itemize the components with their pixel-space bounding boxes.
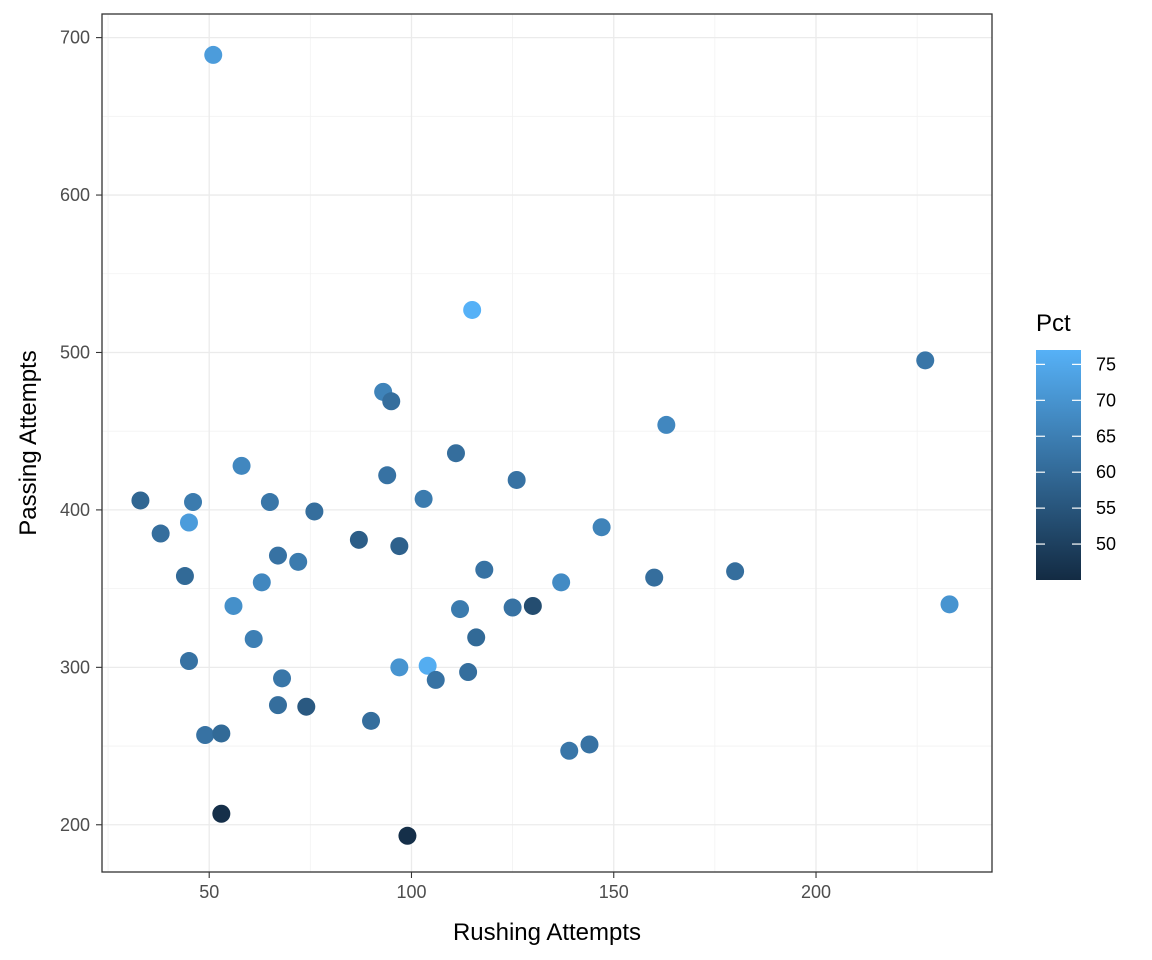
scatter-point	[179, 652, 198, 671]
minor-gridlines	[102, 14, 992, 872]
scatter-point	[657, 415, 676, 434]
scatter-point	[398, 826, 417, 845]
scatter-point	[463, 300, 482, 319]
scatter-point	[418, 656, 437, 675]
scatter-point	[131, 491, 150, 510]
y-tick-label: 700	[60, 28, 90, 48]
legend-tick-label: 70	[1096, 390, 1116, 410]
scatter-point	[175, 567, 194, 586]
legend-colorbar	[1036, 350, 1081, 580]
scatter-point	[184, 493, 203, 512]
scatter-point	[940, 595, 959, 614]
scatter-point	[252, 573, 271, 592]
scatter-point	[645, 568, 664, 587]
scatter-point	[916, 351, 935, 370]
scatter-point	[560, 741, 579, 760]
y-tick-label: 300	[60, 657, 90, 677]
scatter-point	[362, 711, 381, 730]
scatter-point	[378, 466, 397, 485]
scatter-point	[390, 537, 409, 556]
legend-ticks: 50 55 60 65 70 75	[1036, 354, 1116, 554]
x-tick-label: 200	[801, 882, 831, 902]
legend-title: Pct	[1036, 310, 1071, 337]
y-tick-label: 500	[60, 342, 90, 362]
scatter-point	[196, 726, 215, 745]
panel-background	[102, 14, 992, 872]
scatter-point	[475, 560, 494, 579]
scatter-point	[260, 493, 279, 512]
scatter-point	[224, 596, 243, 615]
y-tick-label: 400	[60, 500, 90, 520]
scatter-point	[580, 735, 599, 754]
scatter-point	[459, 663, 478, 682]
scatter-point	[451, 600, 470, 619]
scatter-point	[426, 670, 445, 689]
scatter-point	[151, 524, 170, 543]
x-axis: 50 100 150 200	[199, 872, 831, 902]
scatter-point	[503, 598, 522, 617]
x-axis-title: Rushing Attempts	[453, 919, 641, 946]
scatter-point	[273, 669, 292, 688]
scatter-point	[212, 804, 231, 823]
scatter-point	[390, 658, 409, 677]
data-points	[131, 45, 959, 845]
y-tick-label: 200	[60, 815, 90, 835]
panel-border	[101, 13, 993, 873]
scatter-point	[244, 630, 263, 649]
scatter-point	[592, 518, 611, 537]
major-gridlines	[102, 14, 992, 872]
y-tick-label: 600	[60, 185, 90, 205]
scatter-point	[382, 392, 401, 411]
scatter-point	[268, 696, 287, 715]
color-legend: Pct 50 55 60 65 70 75	[1036, 310, 1116, 580]
scatter-point	[268, 546, 287, 565]
legend-tick-label: 55	[1096, 498, 1116, 518]
scatter-point	[212, 724, 231, 743]
scatter-point	[446, 444, 465, 463]
scatter-point	[467, 628, 486, 647]
scatter-point	[297, 697, 316, 716]
x-tick-label: 100	[396, 882, 426, 902]
x-tick-label: 50	[199, 882, 219, 902]
scatter-point	[552, 573, 571, 592]
x-tick-label: 150	[599, 882, 629, 902]
scatter-point	[305, 502, 324, 521]
legend-tick-label: 50	[1096, 534, 1116, 554]
y-axis-title: Passing Attempts	[15, 350, 42, 535]
scatter-point	[179, 513, 198, 532]
y-axis: 200 300 400 500 600 700	[60, 28, 102, 835]
scatter-point	[507, 470, 526, 489]
scatter-point	[204, 45, 223, 64]
scatter-point	[289, 552, 308, 571]
legend-tick-label: 60	[1096, 462, 1116, 482]
scatter-point	[523, 596, 542, 615]
legend-tick-label: 65	[1096, 426, 1116, 446]
legend-tick-label: 75	[1096, 354, 1116, 374]
scatter-point	[726, 562, 745, 581]
scatter-point	[349, 530, 368, 549]
scatter-point	[232, 456, 251, 475]
scatter-point	[414, 489, 433, 508]
